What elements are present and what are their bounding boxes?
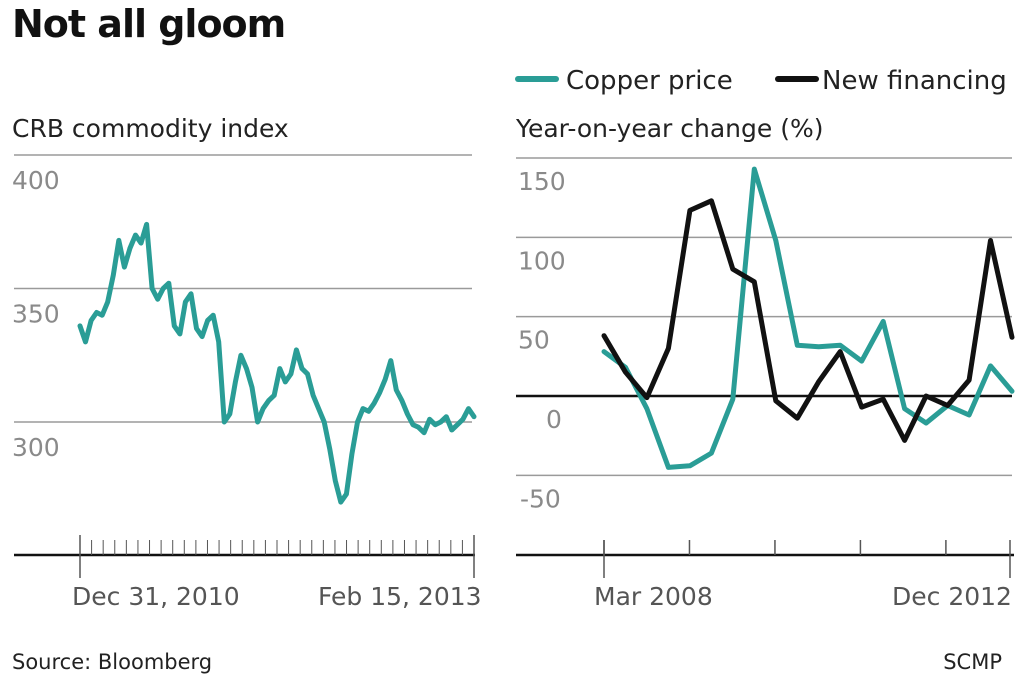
yoy-y-tick-label: 150 bbox=[518, 167, 566, 196]
crb-chart: CRB commodity index 400 350 300 Dec 31, 2010… bbox=[12, 114, 482, 611]
yoy-chart: Copper price New financing Year-on-year ch… bbox=[515, 66, 1015, 611]
crb-y-tick-label: 350 bbox=[12, 300, 60, 329]
yoy-y-tick-label: -50 bbox=[520, 484, 561, 513]
copper-series-line bbox=[601, 166, 1015, 470]
legend-label-copper: Copper price bbox=[566, 66, 733, 96]
yoy-y-tick-label: 50 bbox=[518, 326, 550, 355]
crb-chart-title: CRB commodity index bbox=[12, 114, 289, 143]
crb-x-tick-label: Dec 31, 2010 bbox=[72, 582, 240, 611]
crb-y-tick-label: 400 bbox=[12, 166, 60, 195]
financing-series-line bbox=[601, 198, 1015, 443]
yoy-x-tick-label: Dec 2012 bbox=[892, 582, 1012, 611]
legend-label-financing: New financing bbox=[822, 66, 1007, 96]
yoy-chart-title: Year-on-year change (%) bbox=[515, 114, 823, 143]
crb-x-tick-label: Feb 15, 2013 bbox=[318, 582, 482, 611]
yoy-y-tick-label: 0 bbox=[546, 405, 562, 434]
source-note: Source: Bloomberg bbox=[12, 650, 213, 674]
crb-series-line bbox=[77, 221, 477, 505]
crb-y-tick-label: 300 bbox=[12, 433, 60, 462]
credit-note: SCMP bbox=[943, 650, 1002, 674]
chart-title: Not all gloom bbox=[12, 2, 286, 46]
yoy-x-tick-label: Mar 2008 bbox=[594, 582, 713, 611]
yoy-y-tick-label: 100 bbox=[518, 246, 566, 275]
